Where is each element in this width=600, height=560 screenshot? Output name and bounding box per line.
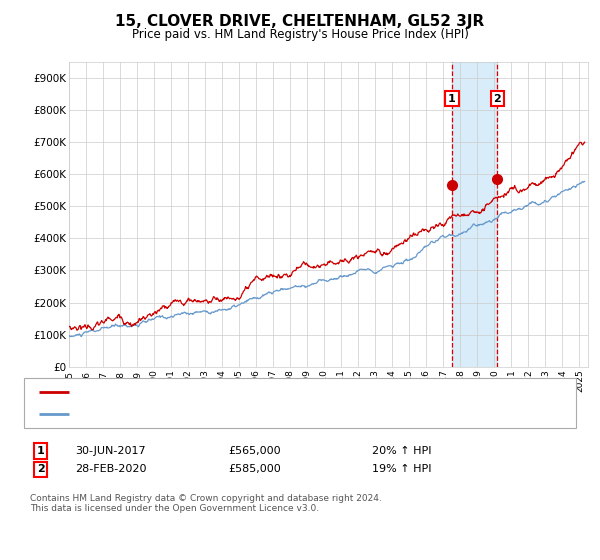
- Bar: [452, 62, 497, 367]
- Text: 30-JUN-2017: 30-JUN-2017: [75, 446, 146, 456]
- Text: Contains HM Land Registry data © Crown copyright and database right 2024.
This d: Contains HM Land Registry data © Crown c…: [30, 494, 382, 514]
- Text: 15, CLOVER DRIVE, CHELTENHAM, GL52 3JR (detached house): 15, CLOVER DRIVE, CHELTENHAM, GL52 3JR (…: [76, 387, 398, 397]
- Text: £565,000: £565,000: [228, 446, 281, 456]
- Text: £585,000: £585,000: [228, 464, 281, 474]
- Text: 1: 1: [448, 94, 456, 104]
- Text: 15, CLOVER DRIVE, CHELTENHAM, GL52 3JR: 15, CLOVER DRIVE, CHELTENHAM, GL52 3JR: [115, 14, 485, 29]
- Text: 1: 1: [37, 446, 44, 456]
- Text: HPI: Average price, detached house, Cheltenham: HPI: Average price, detached house, Chel…: [76, 409, 332, 419]
- Text: 19% ↑ HPI: 19% ↑ HPI: [372, 464, 431, 474]
- Text: 20% ↑ HPI: 20% ↑ HPI: [372, 446, 431, 456]
- Text: 28-FEB-2020: 28-FEB-2020: [75, 464, 146, 474]
- Text: 2: 2: [37, 464, 44, 474]
- Text: 2: 2: [493, 94, 501, 104]
- Text: Price paid vs. HM Land Registry's House Price Index (HPI): Price paid vs. HM Land Registry's House …: [131, 28, 469, 41]
